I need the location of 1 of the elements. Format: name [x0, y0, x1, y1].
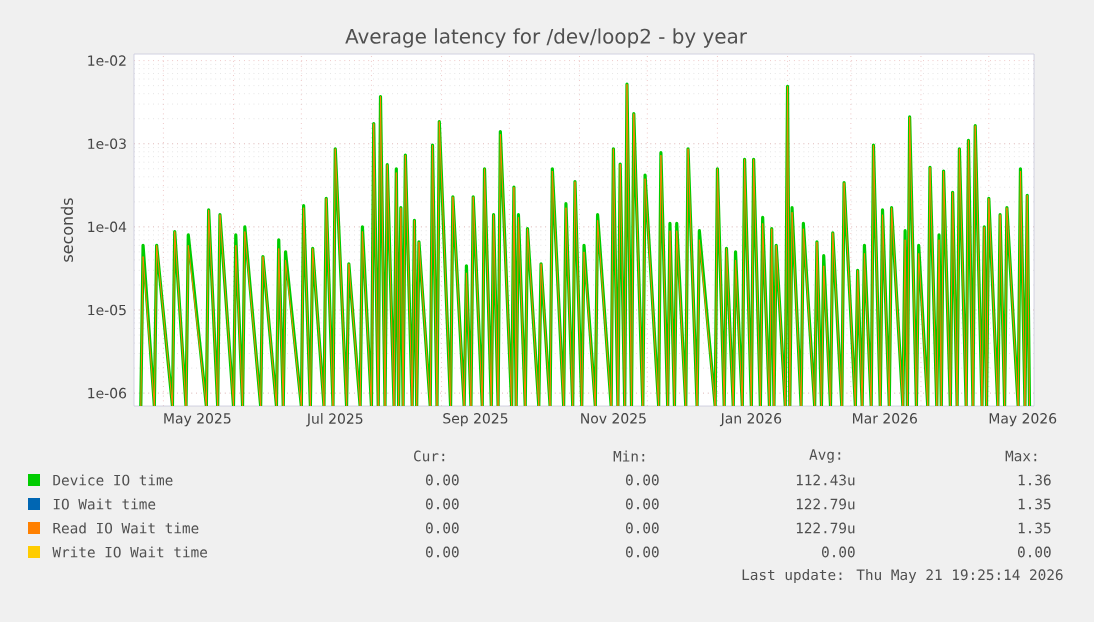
chart-title: Average latency for /dev/loop2 - by year	[345, 28, 747, 48]
